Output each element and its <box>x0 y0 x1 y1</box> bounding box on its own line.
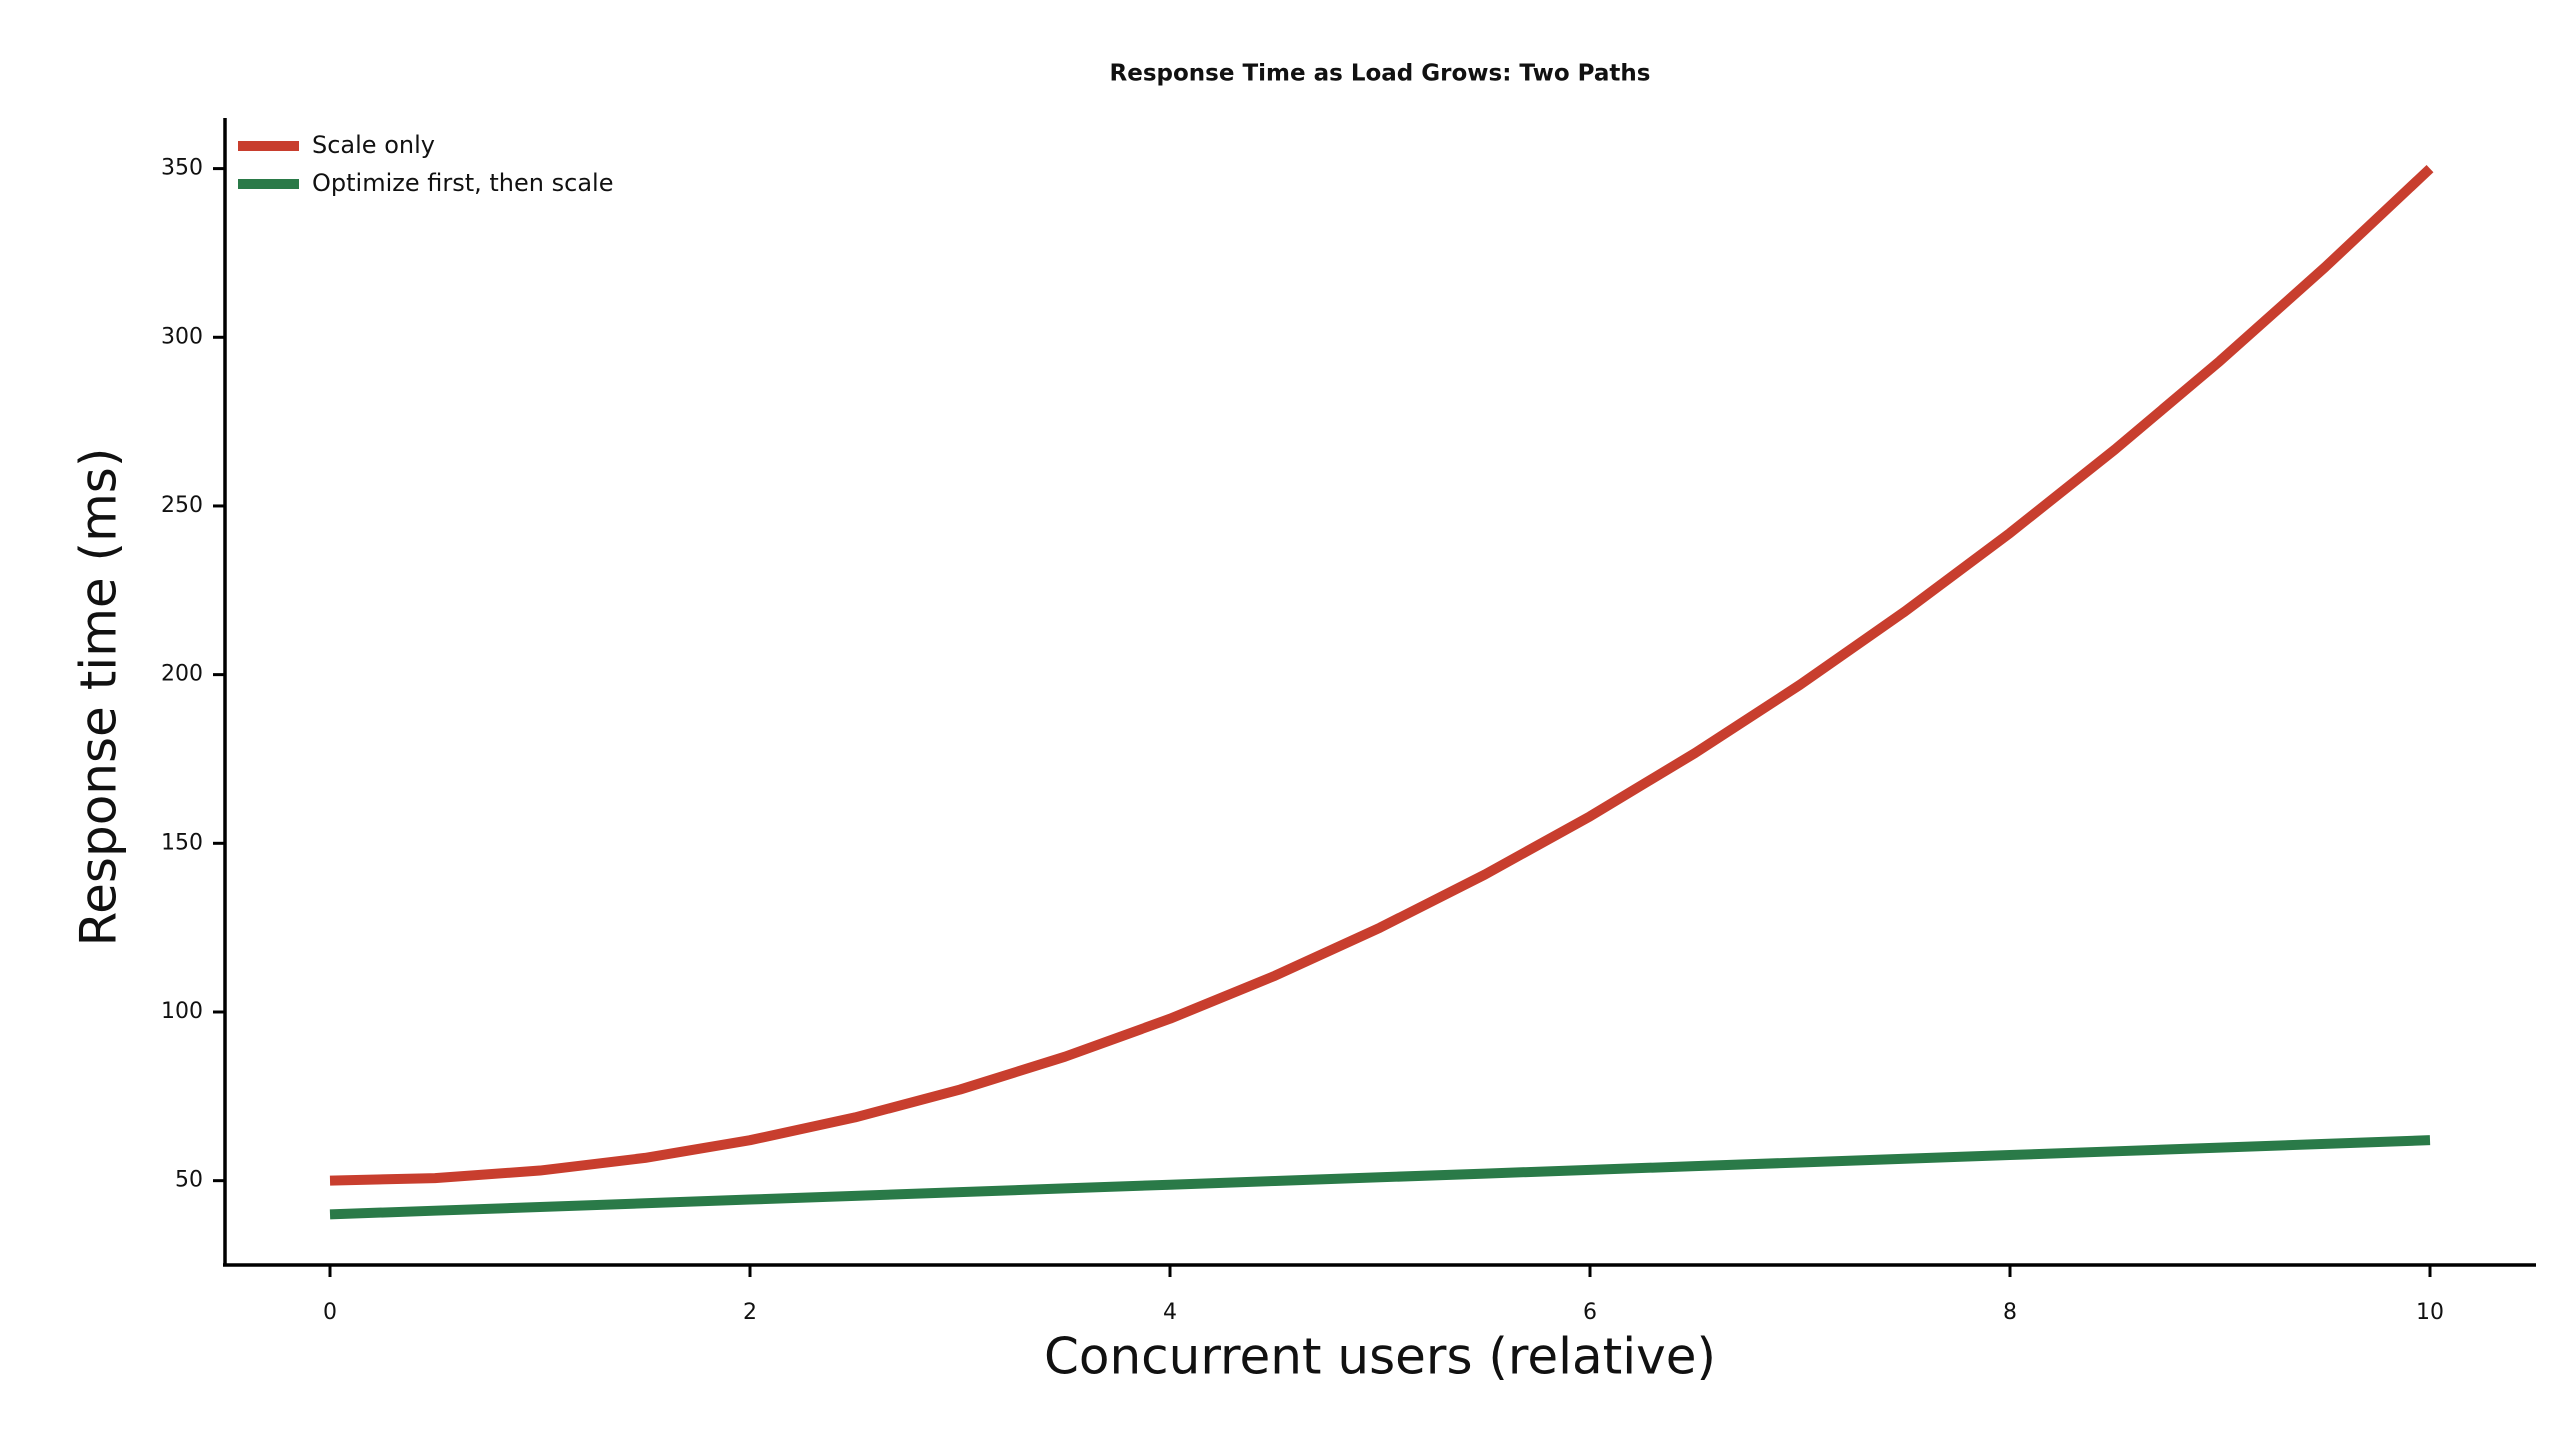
x-tick-label: 10 <box>2416 1300 2444 1325</box>
x-tick-label: 4 <box>1163 1300 1177 1325</box>
y-tick-label: 200 <box>161 662 203 687</box>
x-tick-label: 8 <box>2003 1300 2017 1325</box>
x-axis-label: Concurrent users (relative) <box>1044 1328 1716 1386</box>
legend-label: Scale only <box>312 131 435 159</box>
y-tick-label: 100 <box>161 999 203 1024</box>
legend-label: Optimize first, then scale <box>312 169 613 197</box>
y-tick-label: 250 <box>161 493 203 518</box>
x-tick-label: 0 <box>323 1300 337 1325</box>
y-tick-label: 50 <box>175 1168 203 1193</box>
chart-title: Response Time as Load Grows: Two Paths <box>1110 61 1651 87</box>
y-tick-label: 300 <box>161 324 203 349</box>
y-tick-label: 150 <box>161 830 203 855</box>
series-line <box>329 164 2434 1186</box>
series-line <box>329 1135 2431 1220</box>
x-tick-label: 2 <box>743 1300 757 1325</box>
y-tick-label: 350 <box>161 156 203 181</box>
x-tick-label: 6 <box>1583 1300 1597 1325</box>
y-axis-label: Response time (ms) <box>70 448 128 947</box>
